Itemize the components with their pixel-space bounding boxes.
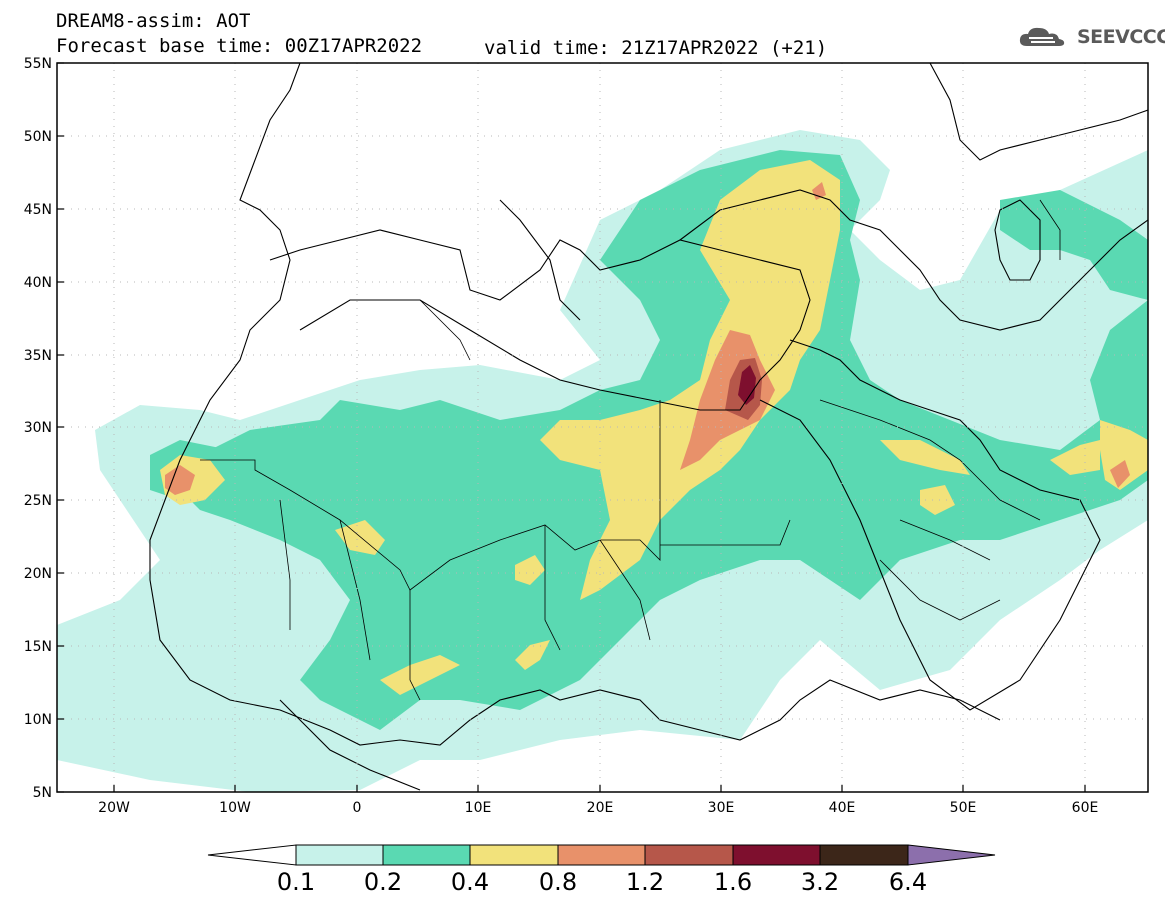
colorbar-label: 1.2 — [625, 868, 665, 896]
lat-label: 15N — [24, 639, 52, 655]
lat-label: 40N — [24, 275, 52, 291]
lon-label: 10W — [219, 800, 251, 816]
lat-label: 5N — [33, 785, 52, 801]
colorbar-label: 0.2 — [363, 868, 403, 896]
colorbar-label: 0.1 — [276, 868, 316, 896]
lon-label: 10E — [465, 800, 492, 816]
colorbar-bin — [644, 844, 734, 866]
lon-labels: 20W 10W 0 10E 20E 30E 40E 50E 60E — [98, 800, 1098, 816]
lat-label: 10N — [24, 712, 52, 728]
graticule — [57, 63, 1148, 792]
aot-field — [57, 130, 1148, 792]
colorbar-bin — [819, 844, 909, 866]
map-title: DREAM8-assim: AOT — [56, 10, 251, 32]
colorbar-bin — [732, 844, 821, 866]
colorbar-label: 6.4 — [888, 868, 928, 896]
lat-label: 25N — [24, 493, 52, 509]
colorbar-label: 1.6 — [713, 868, 753, 896]
lat-label: 55N — [24, 56, 52, 72]
colorbar-bin — [557, 844, 646, 866]
colorbar-label: 0.4 — [450, 868, 490, 896]
lat-labels: 55N 50N 45N 40N 35N 30N 25N 20N 15N 10N … — [24, 56, 52, 801]
colorbar — [207, 844, 996, 866]
lat-label: 45N — [24, 202, 52, 218]
lat-label: 20N — [24, 566, 52, 582]
lat-label: 35N — [24, 348, 52, 364]
lon-label: 20W — [98, 800, 130, 816]
colorbar-high-arrow — [907, 844, 996, 866]
cloud-icon — [1019, 27, 1065, 46]
borders — [200, 199, 1061, 701]
colorbar-label: 0.8 — [538, 868, 578, 896]
lon-label: 60E — [1072, 800, 1099, 816]
colorbar-low-arrow — [207, 844, 297, 866]
lon-label: 50E — [950, 800, 977, 816]
lat-label: 30N — [24, 420, 52, 436]
logo-text: SEEVCCC — [1077, 26, 1165, 48]
colorbar-bin — [295, 844, 384, 866]
lat-label: 50N — [24, 129, 52, 145]
valid-time: valid time: 21Z17APR2022 (+21) — [484, 37, 828, 59]
seevccc-logo: SEEVCCC — [1017, 24, 1165, 50]
lon-label: 30E — [708, 800, 735, 816]
lon-label: 20E — [587, 800, 614, 816]
tick-marks — [57, 62, 1086, 793]
colorbar-bin — [382, 844, 471, 866]
colorbar-bin — [469, 844, 559, 866]
coastlines — [149, 63, 1148, 791]
lon-label: 0 — [353, 800, 362, 816]
forecast-base-time: Forecast base time: 00Z17APR2022 — [56, 35, 423, 57]
lon-label: 40E — [829, 800, 856, 816]
colorbar-label: 3.2 — [800, 868, 840, 896]
